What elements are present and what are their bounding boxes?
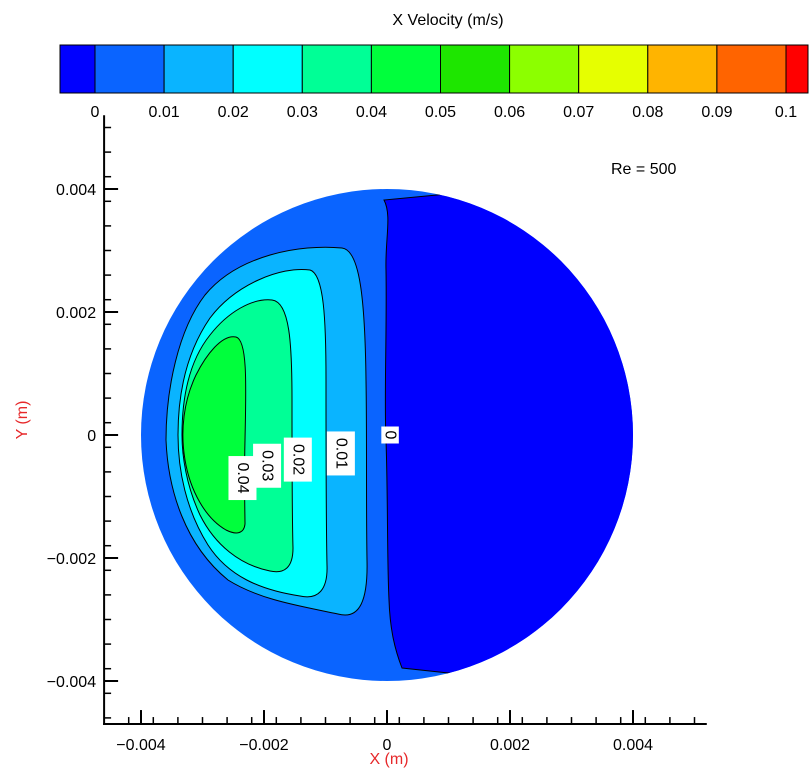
x-tick-label: −0.004 (116, 737, 165, 754)
x-tick-label: 0 (383, 737, 392, 754)
colorbar-tick-label: 0.1 (775, 104, 797, 121)
reynolds-annotation: Re = 500 (611, 161, 676, 178)
contour-labels: 0 0.01 0.02 0.03 0.04 (228, 426, 399, 501)
colorbar-tick-label: 0.02 (218, 104, 249, 121)
contour-label: 0.02 (289, 444, 306, 475)
contour-label-box (228, 456, 257, 501)
colorbar-tick-label: 0.06 (494, 104, 525, 121)
contour-label: 0 (382, 431, 399, 440)
y-tick-label: −0.002 (47, 551, 96, 568)
y-tick-label: 0.004 (56, 182, 96, 199)
y-axis-label: Y (m) (14, 401, 31, 440)
colorbar-tick-label: 0.09 (701, 104, 732, 121)
colorbar-title: X Velocity (m/s) (392, 12, 503, 29)
colorbar-cell (509, 44, 580, 94)
colorbar-tick-label: 0.01 (149, 104, 180, 121)
colorbar-tick-label: 0.08 (632, 104, 663, 121)
x-tick-label: 0.002 (490, 737, 530, 754)
colorbar-cell (94, 44, 165, 94)
axes: −0.004 −0.002 0 0.002 0.004 0.004 0.002 0 −0.002… (47, 115, 707, 754)
colorbar-cell (163, 44, 234, 94)
x-axis-label: X (m) (369, 751, 408, 768)
region-below-0 (383, 189, 633, 681)
colorbar-cell (578, 44, 649, 94)
y-tick-label: 0.002 (56, 305, 96, 322)
contour-label: 0.04 (234, 462, 251, 493)
contour-label-box (326, 431, 355, 476)
colorbar: X Velocity (m/s) 0 0.01 0.02 0.03 0.04 0.05 0.… (59, 12, 809, 121)
contour-label: 0.03 (259, 450, 276, 481)
x-tick-label: 0.004 (613, 737, 653, 754)
contour-label: 0.01 (332, 438, 349, 469)
colorbar-tick-label: 0.03 (287, 104, 318, 121)
colorbar-cell (301, 44, 372, 94)
contour-label-box (253, 443, 282, 488)
colorbar-tick-label: 0 (91, 104, 100, 121)
colorbar-cell (440, 44, 511, 94)
colorbar-cell (647, 44, 718, 94)
contour-label-box (381, 426, 399, 444)
contour-regions (141, 189, 633, 681)
y-tick-label: −0.004 (47, 674, 96, 691)
colorbar-tick-label: 0.07 (563, 104, 594, 121)
colorbar-tick-label: 0.04 (356, 104, 387, 121)
colorbar-cell (370, 44, 441, 94)
y-tick-label: 0 (87, 428, 96, 445)
colorbar-tick-label: 0.05 (425, 104, 456, 121)
x-tick-label: −0.002 (239, 737, 288, 754)
colorbar-cell (232, 44, 303, 94)
contour-label-box (283, 437, 312, 482)
colorbar-cell (716, 44, 787, 94)
colorbar-cell (59, 44, 96, 94)
colorbar-cell (785, 44, 809, 94)
